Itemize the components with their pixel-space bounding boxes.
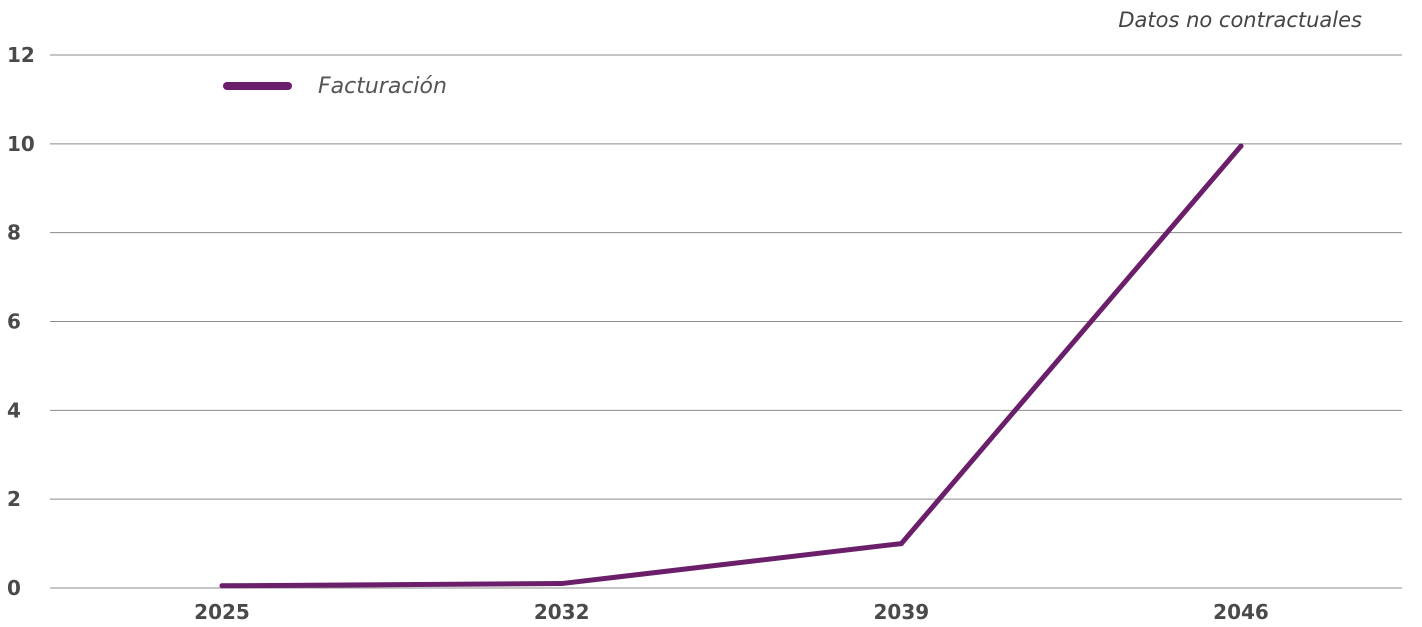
y-tick-label: 0 — [7, 576, 21, 600]
data-point — [1238, 143, 1244, 149]
y-tick-label: 8 — [7, 221, 21, 245]
x-tick-label: 2039 — [873, 600, 929, 624]
y-tick-label: 10 — [7, 132, 35, 156]
y-axis-ticks: 0 2 4 6 8 10 12 — [7, 43, 35, 600]
data-point — [219, 583, 225, 589]
x-tick-label: 2025 — [194, 600, 250, 624]
y-tick-label: 2 — [7, 487, 21, 511]
grid-lines — [50, 54, 1402, 589]
y-tick-label: 4 — [7, 398, 21, 422]
legend-label-facturacion: Facturación — [318, 74, 447, 99]
legend: Facturación — [223, 74, 447, 99]
y-tick-label: 6 — [7, 310, 21, 334]
y-tick-label: 12 — [7, 43, 35, 67]
x-tick-label: 2046 — [1213, 600, 1269, 624]
x-axis-ticks: 2025 2032 2039 2046 — [194, 600, 1269, 624]
series-layer — [219, 143, 1244, 589]
data-point — [559, 581, 565, 587]
disclaimer-note: Datos no contractuales — [1118, 8, 1362, 32]
data-point — [898, 541, 904, 547]
x-tick-label: 2032 — [534, 600, 590, 624]
series-line-facturacion — [219, 143, 1244, 589]
